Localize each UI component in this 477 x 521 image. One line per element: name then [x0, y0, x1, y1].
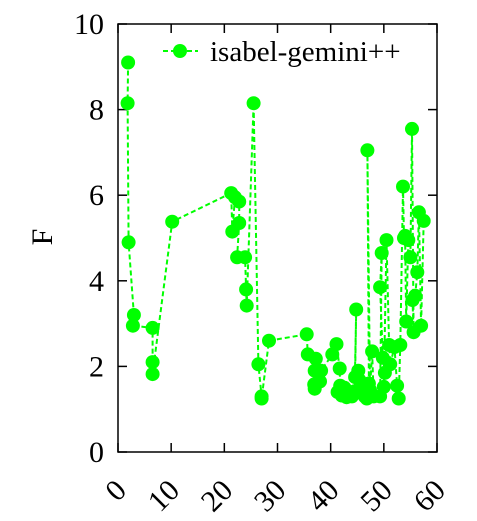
data-point [232, 216, 247, 230]
data-point [401, 233, 416, 248]
data-point [383, 357, 398, 372]
data-point [145, 367, 160, 382]
data-point [251, 357, 266, 372]
data-point [120, 96, 135, 111]
data-point [329, 337, 344, 352]
data-point [416, 213, 431, 228]
x-tick-label: 0 [99, 474, 133, 508]
data-point [145, 320, 160, 335]
x-tick-label: 20 [195, 474, 240, 519]
data-point [399, 314, 414, 329]
data-point [414, 318, 429, 333]
x-tick-label: 60 [407, 474, 452, 519]
y-tick-label: 10 [74, 8, 104, 41]
x-tick-label: 10 [142, 474, 187, 519]
data-point [408, 288, 423, 303]
y-tick-label: 6 [89, 179, 104, 212]
series-layer [120, 55, 431, 406]
data-point [313, 374, 327, 389]
series-line [126, 62, 425, 401]
data-point [239, 298, 254, 313]
y-tick-label: 4 [89, 265, 104, 298]
legend-label: isabel-gemini++ [210, 36, 401, 68]
data-point [391, 391, 406, 406]
data-point [314, 363, 329, 378]
data-point [121, 55, 136, 70]
data-point [365, 344, 380, 359]
data-point [405, 121, 419, 136]
data-point [125, 318, 140, 333]
legend: isabel-gemini++ [163, 36, 401, 68]
data-point [165, 214, 180, 229]
data-point [396, 179, 410, 194]
data-point [145, 355, 160, 370]
data-point [299, 327, 314, 342]
data-point [239, 282, 254, 297]
data-point [332, 361, 347, 376]
data-point [374, 246, 389, 260]
data-point [390, 378, 405, 393]
data-point [403, 250, 418, 265]
y-axis-ticks: 0 2 4 6 8 10 [74, 8, 437, 469]
data-point [360, 143, 375, 158]
data-point [376, 379, 391, 394]
x-tick-label: 30 [248, 474, 293, 519]
data-point [232, 194, 247, 209]
x-axis-ticks: 0 10 20 30 40 50 60 [99, 24, 452, 518]
data-point [379, 233, 394, 248]
y-axis-label: F [26, 229, 59, 246]
data-point [254, 391, 269, 406]
data-point [308, 351, 323, 366]
data-point [393, 338, 408, 352]
data-point [373, 280, 388, 295]
data-point [349, 302, 364, 317]
x-tick-label: 40 [301, 474, 346, 519]
data-point [246, 96, 261, 111]
x-tick-label: 50 [354, 474, 399, 519]
data-point [238, 250, 253, 265]
data-point [126, 308, 141, 322]
data-point [262, 333, 276, 348]
data-point [410, 265, 425, 280]
y-tick-label: 2 [89, 350, 104, 383]
data-point [121, 235, 136, 250]
legend-marker-sample [173, 44, 187, 58]
y-tick-label: 0 [89, 436, 104, 469]
y-tick-label: 8 [89, 94, 104, 127]
